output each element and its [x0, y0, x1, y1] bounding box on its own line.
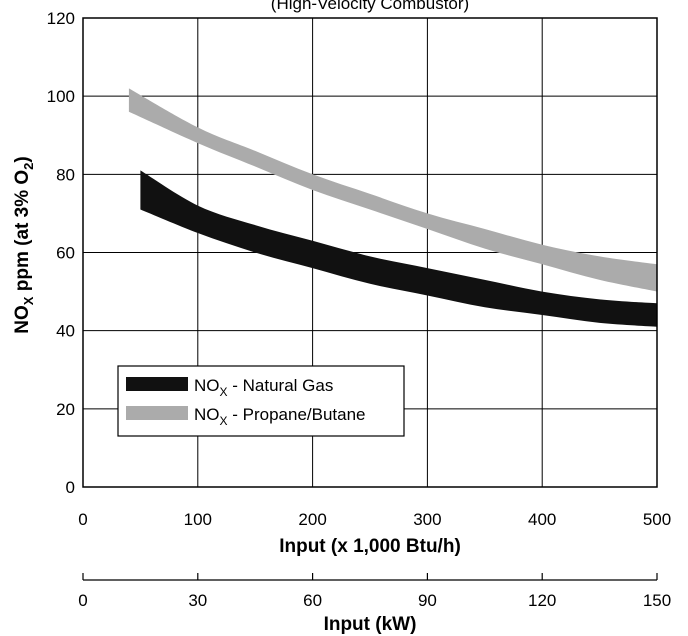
y-tick-label: 60 — [56, 244, 75, 263]
x2-axis-title: Input (kW) — [324, 614, 417, 635]
x-tick-label: 100 — [184, 510, 212, 529]
x2-tick-label: 0 — [78, 591, 87, 610]
band-propane-butane — [128, 88, 657, 292]
band-natural-gas — [140, 170, 657, 327]
secondary-axis-ticks: 0 30 60 90 120 150 — [78, 573, 671, 610]
x2-tick-label: 30 — [188, 591, 207, 610]
x-tick-label: 0 — [78, 510, 87, 529]
y-tick-label: 20 — [56, 400, 75, 419]
y-tick-label: 120 — [47, 9, 75, 28]
legend-label-natural-gas: NOX - Natural Gas — [194, 376, 333, 399]
x2-tick-label: 60 — [303, 591, 322, 610]
x-tick-label: 300 — [413, 510, 441, 529]
y-tick-label: 100 — [47, 87, 75, 106]
x-tick-labels: 0 100 200 300 400 500 — [78, 510, 671, 529]
legend-label-propane-butane: NOX - Propane/Butane — [194, 405, 366, 428]
y-tick-label: 0 — [66, 478, 75, 497]
x-tick-label: 400 — [528, 510, 556, 529]
y-tick-label: 40 — [56, 322, 75, 341]
legend: NOX - Natural Gas NOX - Propane/Butane — [117, 365, 405, 437]
legend-swatch-propane-butane — [126, 406, 188, 420]
x2-tick-label: 90 — [418, 591, 437, 610]
data-bands — [128, 88, 657, 327]
x2-tick-label: 120 — [528, 591, 556, 610]
plot-frame — [82, 17, 658, 488]
chart-subtitle: (High-Velocity Combustor) — [271, 0, 469, 13]
secondary-x-axis: 0 30 60 90 120 150 — [78, 573, 671, 610]
x-tick-label: 500 — [643, 510, 671, 529]
y-axis-title: NOX ppm (at 3% O2) — [12, 156, 36, 333]
x-axis-title: Input (x 1,000 Btu/h) — [279, 536, 461, 557]
x-tick-label: 200 — [298, 510, 326, 529]
y-tick-label: 80 — [56, 165, 75, 184]
x2-tick-label: 150 — [643, 591, 671, 610]
legend-swatch-natural-gas — [126, 377, 188, 391]
y-tick-labels: 0 20 40 60 80 100 120 — [47, 9, 75, 497]
